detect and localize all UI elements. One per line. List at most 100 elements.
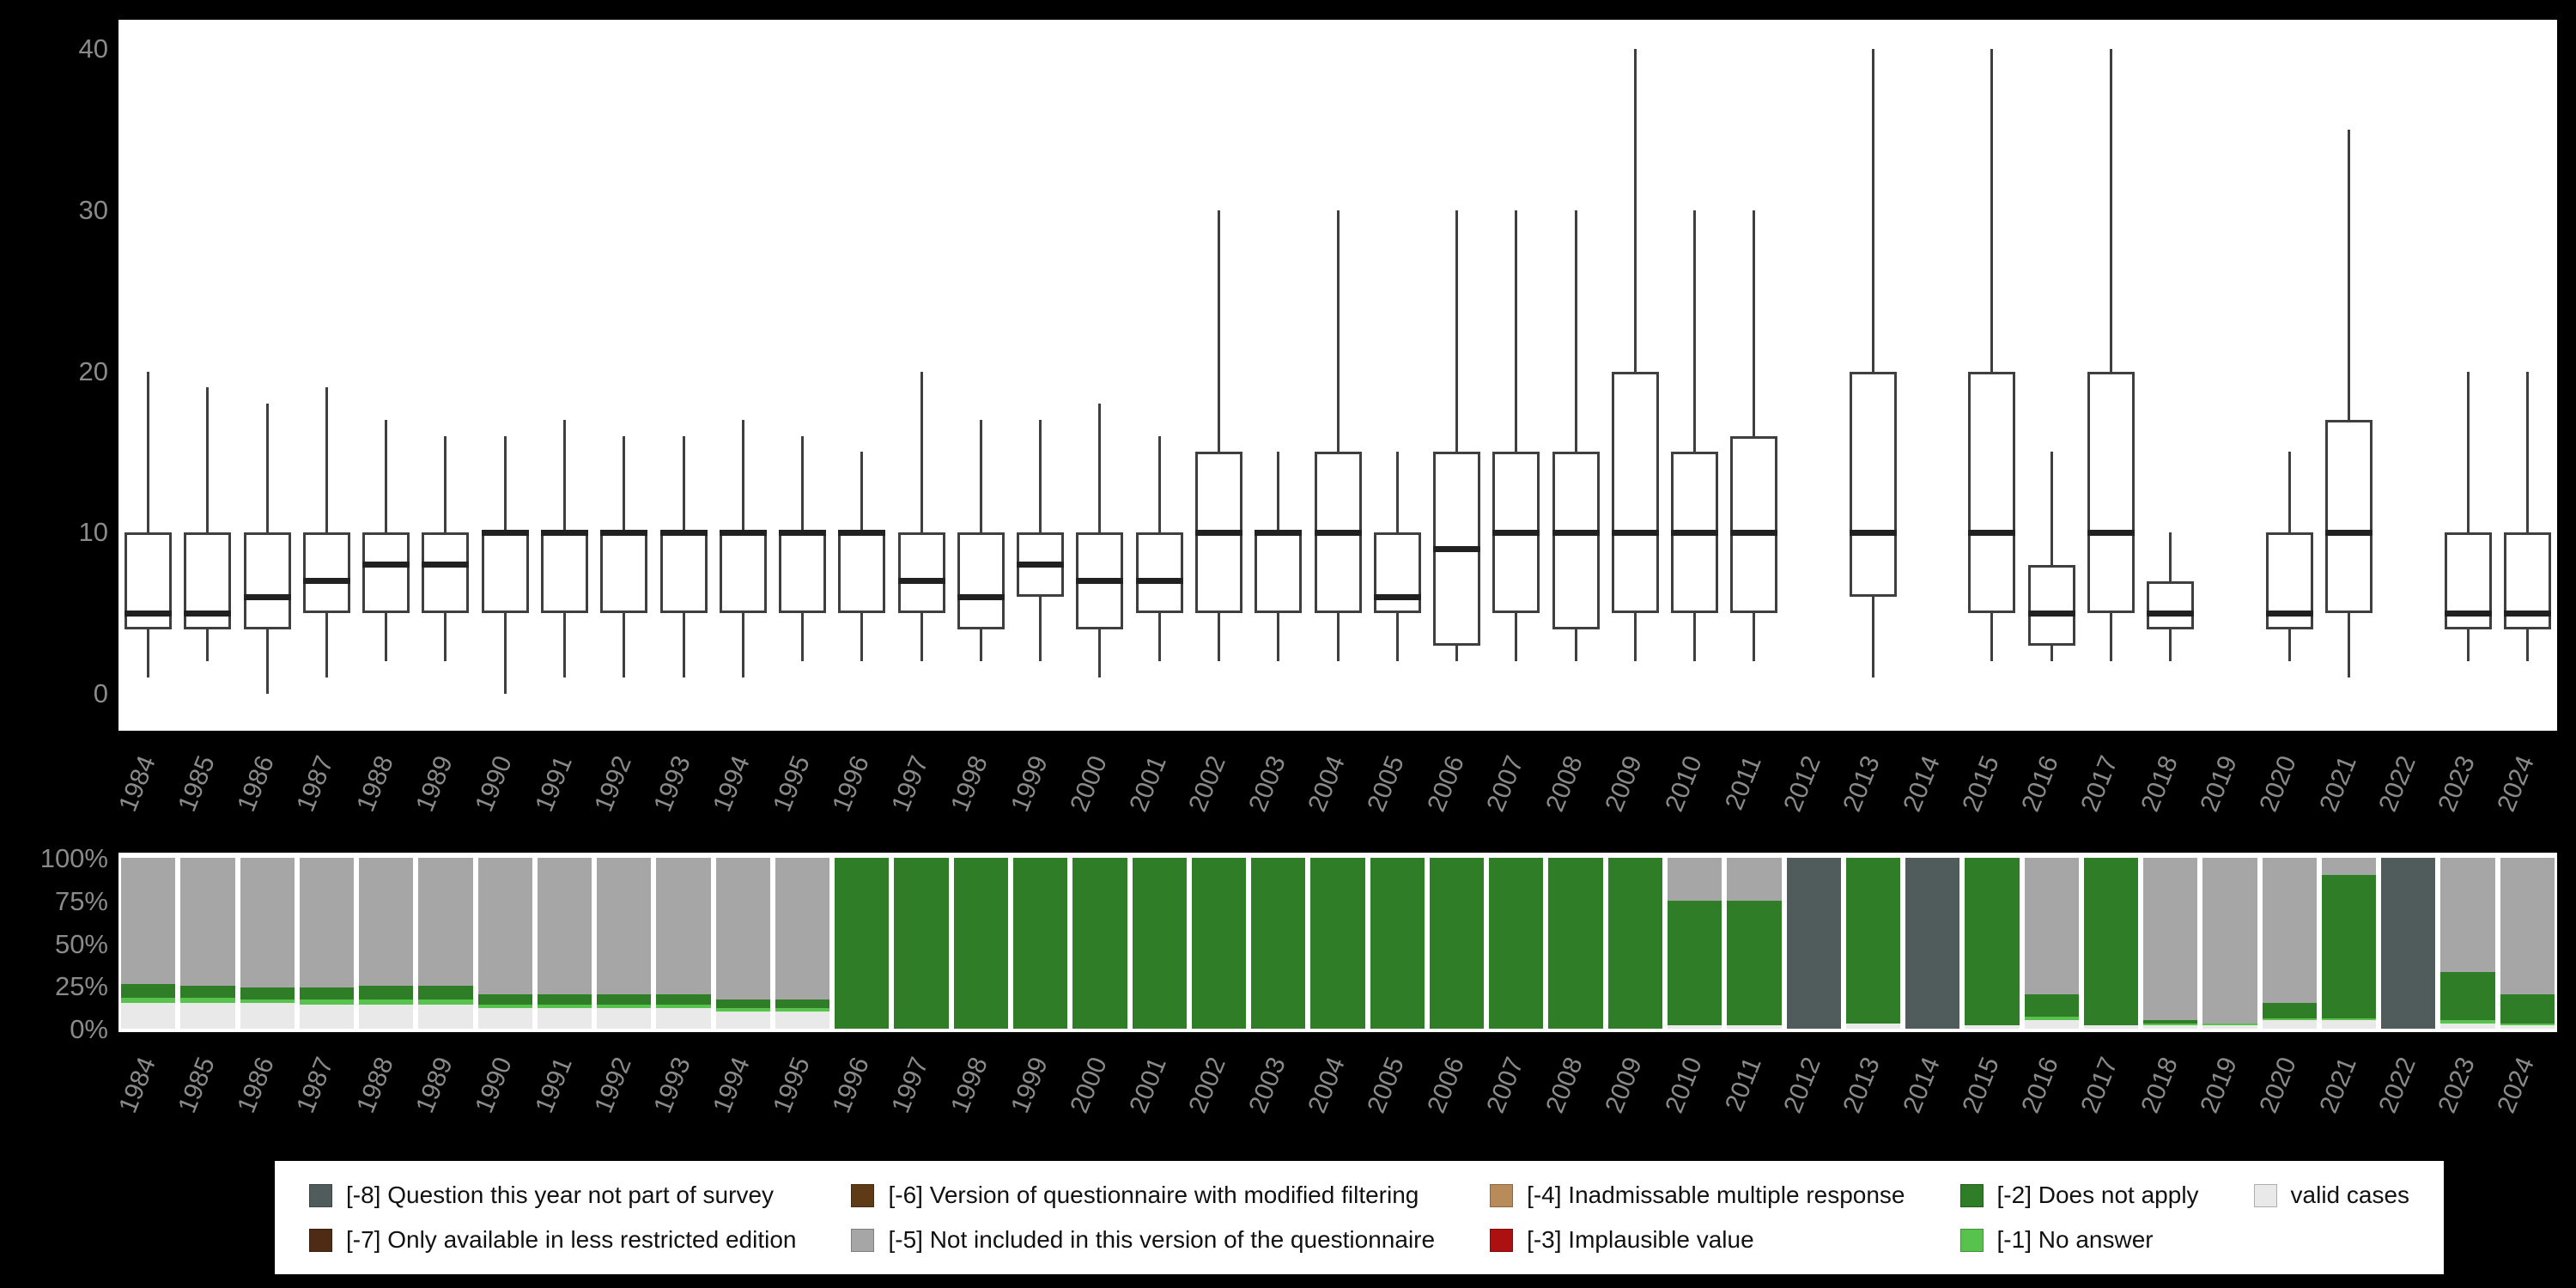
bar-segment bbox=[299, 858, 355, 988]
y-axis-tick-label: 40 bbox=[78, 33, 108, 64]
bar-segment bbox=[2024, 1020, 2079, 1029]
bar-segment bbox=[537, 1005, 592, 1009]
legend-item: [-7] Only available in less restricted e… bbox=[309, 1226, 796, 1254]
legend-swatch bbox=[2253, 1183, 2277, 1207]
boxplot-median bbox=[2027, 610, 2075, 617]
bar-segment bbox=[2143, 1020, 2198, 1024]
y-axis-tick-label: 30 bbox=[78, 194, 108, 225]
boxplot-median bbox=[2087, 529, 2135, 536]
legend-label: [-2] Does not apply bbox=[1996, 1182, 2199, 1208]
legend-item: [-1] No answer bbox=[1959, 1226, 2199, 1254]
legend-label: [-5] Not included in this version of the… bbox=[888, 1226, 1436, 1253]
boxplot-median bbox=[1076, 578, 1124, 585]
boxplot-median bbox=[1552, 529, 1600, 536]
boxplot-median bbox=[243, 593, 291, 600]
percent-axis-tick-label: 0% bbox=[70, 1014, 108, 1044]
bar-segment bbox=[2202, 1024, 2257, 1025]
bar-segment bbox=[715, 999, 770, 1009]
boxplot-whisker bbox=[1217, 210, 1220, 662]
legend-item: [-8] Question this year not part of surv… bbox=[309, 1182, 796, 1209]
boxplot-box bbox=[2147, 580, 2195, 629]
boxplot-whisker bbox=[1574, 210, 1577, 662]
legend-swatch bbox=[851, 1183, 875, 1207]
bar-segment bbox=[537, 858, 592, 995]
bar-segment bbox=[656, 1008, 711, 1029]
legend-label: [-1] No answer bbox=[1996, 1226, 2154, 1253]
bar-segment bbox=[597, 858, 652, 995]
boxplot-whisker bbox=[1990, 49, 1994, 662]
boxplot-median bbox=[719, 529, 767, 536]
boxplot-box bbox=[481, 532, 529, 614]
boxplot-box bbox=[422, 532, 470, 614]
bar-segment bbox=[1667, 1025, 1722, 1029]
bar-segment bbox=[2024, 1017, 2079, 1021]
legend-label: valid cases bbox=[2290, 1182, 2410, 1208]
bar-segment bbox=[715, 1008, 770, 1012]
bar-segment bbox=[775, 999, 830, 1009]
bar-segment bbox=[775, 1008, 830, 1012]
boxplot-box bbox=[779, 532, 827, 614]
bar-segment bbox=[715, 1012, 770, 1029]
boxplot-median bbox=[1314, 529, 1362, 536]
bar-segment bbox=[1489, 858, 1544, 1029]
bar-segment bbox=[1667, 858, 1722, 901]
bar-segment bbox=[1845, 858, 1901, 1024]
boxplot-median bbox=[1255, 529, 1303, 536]
boxplot-box bbox=[1611, 371, 1659, 614]
boxplot-whisker bbox=[1455, 210, 1459, 662]
bar-segment bbox=[1251, 858, 1306, 1029]
percent-axis-tick-label: 50% bbox=[54, 928, 108, 959]
bar-segment bbox=[597, 1005, 652, 1009]
boxplot-box bbox=[1373, 532, 1421, 614]
bar-segment bbox=[418, 1005, 473, 1029]
boxplot-box bbox=[719, 532, 767, 614]
boxplot-median bbox=[1671, 529, 1719, 536]
legend-swatch bbox=[1490, 1183, 1514, 1207]
bar-segment bbox=[240, 987, 295, 1000]
bar-segment bbox=[2500, 858, 2555, 995]
bar-segment bbox=[1548, 858, 1603, 1029]
bar-segment bbox=[2143, 1025, 2198, 1029]
bar-segment bbox=[597, 994, 652, 1005]
bar-segment bbox=[359, 1005, 414, 1029]
bar-segment bbox=[299, 987, 355, 1000]
percent-axis-tick-label: 25% bbox=[54, 971, 108, 1002]
bar-segment bbox=[359, 986, 414, 1000]
bar-segment bbox=[1667, 900, 1722, 1026]
boxplot-box bbox=[600, 532, 648, 614]
y-axis-tick-label: 10 bbox=[78, 517, 108, 548]
legend-item: [-6] Version of questionnaire with modif… bbox=[851, 1182, 1435, 1209]
bar-segment bbox=[2321, 874, 2377, 1019]
bar-segment bbox=[2202, 1025, 2257, 1029]
boxplot-median bbox=[1968, 529, 2016, 536]
boxplot-box bbox=[1968, 371, 2016, 614]
bar-segment bbox=[1132, 858, 1187, 1029]
boxplot-median bbox=[1849, 529, 1897, 536]
bar-segment bbox=[2381, 858, 2436, 1029]
legend-label: [-6] Version of questionnaire with modif… bbox=[888, 1182, 1419, 1208]
bar-segment bbox=[1607, 858, 1662, 1029]
legend-swatch bbox=[309, 1183, 332, 1207]
legend-swatch bbox=[1959, 1228, 1984, 1252]
bar-segment bbox=[240, 999, 295, 1004]
bar-segment bbox=[2500, 994, 2555, 1024]
boxplot-box bbox=[1135, 532, 1183, 614]
boxplot-box bbox=[957, 532, 1005, 629]
boxplot-median bbox=[184, 610, 232, 617]
stacked-bar-panel bbox=[118, 853, 2557, 1032]
boxplot-whisker bbox=[1336, 210, 1340, 662]
boxplot-median bbox=[779, 529, 827, 536]
bar-segment bbox=[2083, 1025, 2139, 1029]
bar-segment bbox=[835, 858, 890, 1029]
boxplot-box bbox=[541, 532, 588, 614]
bar-segment bbox=[894, 858, 949, 1029]
boxplot-median bbox=[957, 593, 1005, 600]
boxplot-median bbox=[2147, 610, 2195, 617]
bar-segment bbox=[537, 994, 592, 1005]
boxplot-median bbox=[659, 529, 708, 536]
bar-segment bbox=[180, 858, 235, 987]
bar-segment bbox=[775, 1012, 830, 1029]
boxplot-whisker bbox=[2109, 49, 2112, 662]
bar-segment bbox=[1429, 858, 1485, 1029]
boxplot-median bbox=[1730, 529, 1778, 536]
